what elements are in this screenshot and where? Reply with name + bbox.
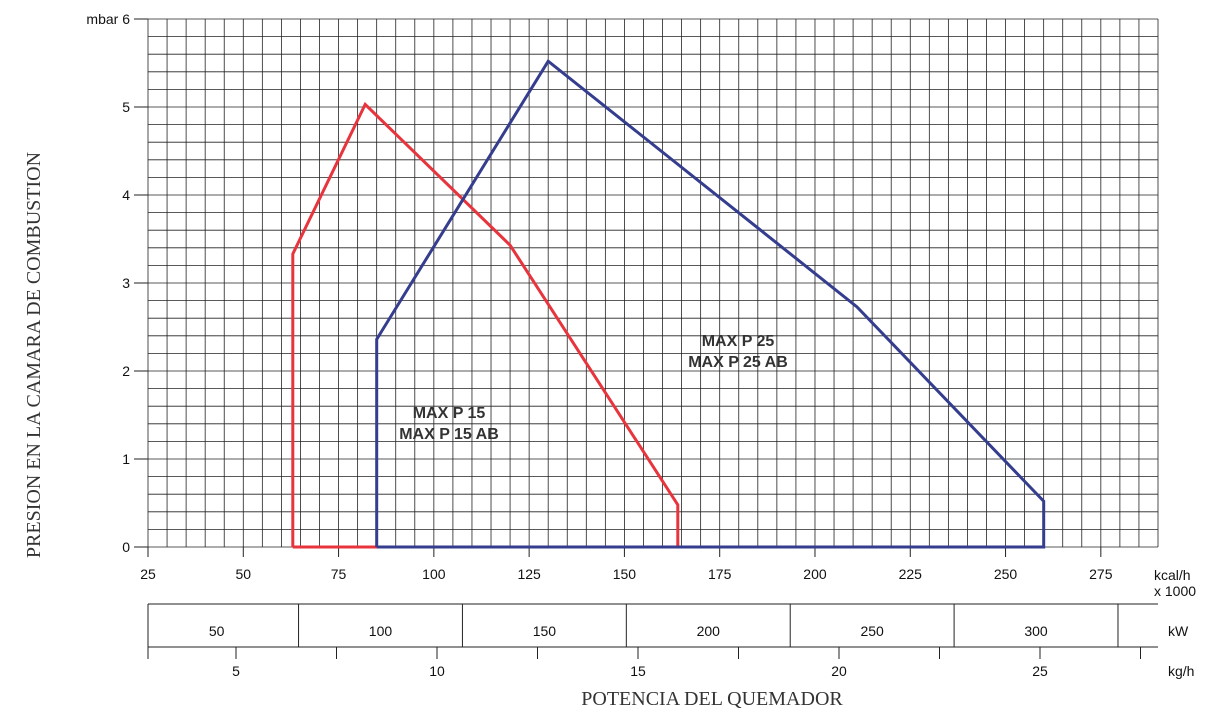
kw-tick-label: 250 (860, 623, 884, 639)
kgh-tick-label: 5 (232, 663, 240, 679)
series-line-1 (291, 101, 680, 549)
y-tick-label: 5 (122, 99, 130, 115)
y-tick-label: 2 (122, 363, 130, 379)
y-axis-title: PRESION EN LA CAMARA DE COMBUSTION (23, 152, 45, 558)
kgh-tick-label: 10 (429, 663, 445, 679)
kgh-unit-label: kg/h (1168, 663, 1194, 679)
y-axis: 0 1 2 3 4 5 mbar 6 (86, 11, 148, 555)
x-tick-label: 75 (331, 566, 347, 582)
x-axis-kgh: 5 10 15 20 25 kg/h (147, 646, 1194, 679)
kw-tick-label: 100 (369, 623, 393, 639)
y-tick-label: 3 (122, 275, 130, 291)
kw-tick-label: 200 (697, 623, 721, 639)
y-tick-label: 1 (122, 451, 130, 467)
y-tick-label: 4 (122, 187, 130, 203)
kw-tick-label: 50 (209, 623, 225, 639)
series-labels: MAX P 15 MAX P 15 AB MAX P 25 MAX P 25 AB (399, 333, 788, 443)
x-tick-label: 200 (803, 566, 827, 582)
series-label: MAX P 15 AB (399, 426, 499, 443)
x-axis-title: POTENCIA DEL QUEMADOR (581, 688, 843, 710)
x-axis-kw: 50 100 150 200 250 300 kW (147, 603, 1189, 647)
x-tick-label: 275 (1089, 566, 1113, 582)
kw-unit-label: kW (1168, 623, 1189, 639)
x-tick-label: 25 (140, 566, 156, 582)
kgh-tick-label: 20 (831, 663, 847, 679)
kw-tick-label: 300 (1024, 623, 1048, 639)
x-tick-label: 250 (994, 566, 1018, 582)
series-label: MAX P 15 (413, 405, 486, 422)
plot-grid (147, 18, 1159, 557)
y-tick-label: mbar 6 (86, 11, 130, 27)
x-tick-label: 225 (899, 566, 923, 582)
series-label: MAX P 25 AB (688, 354, 788, 371)
series-group (291, 58, 1046, 549)
kgh-tick-label: 25 (1032, 663, 1048, 679)
x-axis-kcal: 25 50 75 100 125 150 175 200 225 250 275 kcal/hx 10… (140, 566, 1196, 599)
series-label: MAX P 25 (702, 333, 775, 350)
x-tick-label: 50 (235, 566, 251, 582)
y-tick-label: 0 (122, 539, 130, 555)
kw-tick-label: 150 (533, 623, 557, 639)
x-tick-label: 100 (422, 566, 446, 582)
x-unit-label: x 1000 (1154, 583, 1196, 599)
x-tick-label: 175 (708, 566, 732, 582)
x-tick-label: 125 (517, 566, 541, 582)
kgh-tick-label: 15 (630, 663, 646, 679)
x-tick-label: 150 (613, 566, 637, 582)
x-unit-label: kcal/h (1154, 567, 1191, 583)
series-line-2 (375, 58, 1046, 549)
